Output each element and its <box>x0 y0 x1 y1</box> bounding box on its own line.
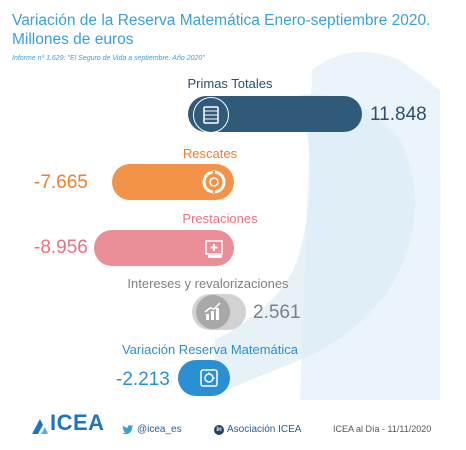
icea-logo: ICEA <box>30 410 105 436</box>
lifebuoy-icon <box>197 165 231 199</box>
category-label-primas: Primas Totales <box>187 76 273 91</box>
title-line-1: Variación de la Reserva Matemática Enero… <box>12 12 431 29</box>
value-label-prestaciones: -8.956 <box>34 237 88 258</box>
value-label-variacion: -2.213 <box>116 369 170 390</box>
icea-logo-text: ICEA <box>50 410 105 435</box>
icea-logo-icon <box>32 419 48 434</box>
twitter-handle: @icea_es <box>137 424 182 435</box>
category-label-variacion: Variación Reserva Matemática <box>121 342 299 357</box>
money-stack-icon <box>193 97 229 133</box>
hospital-icon <box>197 231 231 265</box>
growth-chart-icon <box>196 295 230 329</box>
chart-subtitle: Informe nº 1.629: "El Seguro de Vida a s… <box>12 55 205 62</box>
linkedin-link[interactable]: in Asociación ICEA <box>214 424 301 435</box>
safe-icon <box>192 361 226 395</box>
value-label-primas: 11.848 <box>370 104 427 125</box>
value-label-rescates: -7.665 <box>34 172 88 193</box>
linkedin-icon: in <box>214 424 224 435</box>
category-label-intereses: Intereses y revalorizaciones <box>127 276 289 291</box>
category-label-rescates: Rescates <box>182 146 238 161</box>
linkedin-name: Asociación ICEA <box>227 424 302 435</box>
value-label-intereses: 2.561 <box>253 302 301 323</box>
title-line-2: Millones de euros <box>12 31 134 48</box>
footer-date: ICEA al Día - 11/11/2020 <box>333 424 432 434</box>
category-label-prestaciones: Prestaciones <box>182 211 258 226</box>
twitter-link[interactable]: @icea_es <box>122 424 182 435</box>
twitter-icon <box>122 424 134 434</box>
chart-title: Variación de la Reserva Matemática Enero… <box>12 11 452 49</box>
